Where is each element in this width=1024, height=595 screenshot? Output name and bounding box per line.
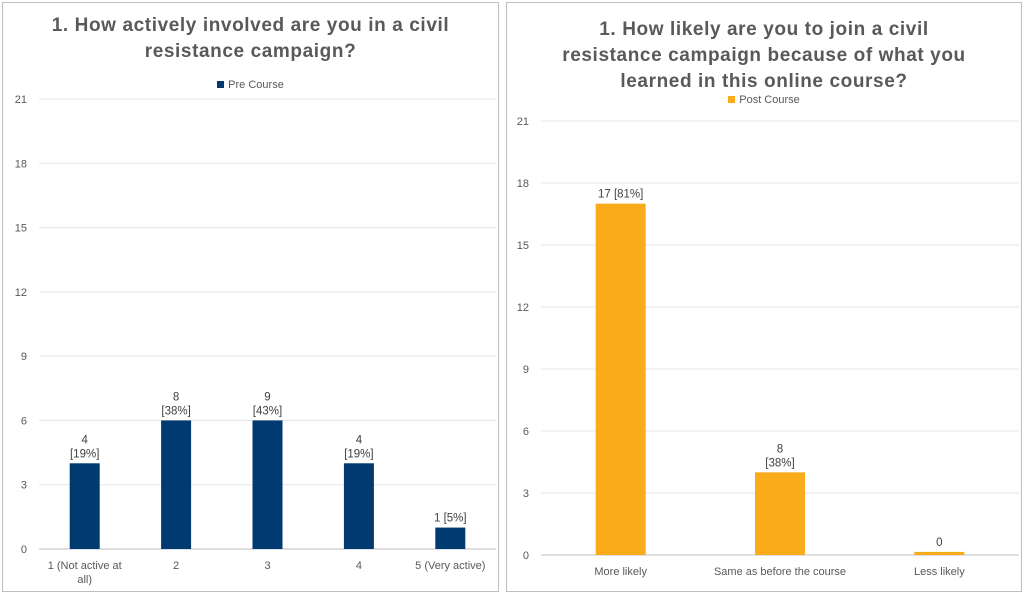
y-tick-label: 9 xyxy=(21,351,27,363)
y-tick-label: 18 xyxy=(15,158,27,170)
y-tick-label: 0 xyxy=(21,544,27,556)
data-label: [38%] xyxy=(765,457,794,469)
chart-legend: Post Course xyxy=(507,94,1021,106)
y-tick-label: 0 xyxy=(523,550,529,562)
x-tick-label: all) xyxy=(77,574,92,586)
y-tick-label: 6 xyxy=(523,426,529,438)
x-tick-label: 2 xyxy=(173,560,179,572)
chart-legend: Pre Course xyxy=(3,79,498,91)
bar xyxy=(161,420,192,549)
bar xyxy=(755,472,805,555)
data-label: 1 [5%] xyxy=(434,513,467,525)
bar xyxy=(914,551,965,555)
data-label: [19%] xyxy=(344,448,373,460)
legend-swatch xyxy=(728,96,736,103)
y-tick-label: 9 xyxy=(523,364,529,376)
chart-title-line: resistance campaign because of what you xyxy=(562,45,966,66)
data-label: [43%] xyxy=(253,405,282,417)
bar-chart-pre-course: 0 3 6 9 12 15 18 21 4 [19%] 1 (Not active at all) 8 [… xyxy=(15,94,496,586)
data-label: 0 xyxy=(936,537,942,549)
chart-title: 1. How likely are you to join a civil re… xyxy=(507,17,1021,95)
x-tick-label: 1 (Not active at xyxy=(48,560,122,572)
bar xyxy=(595,203,646,555)
y-tick-label: 15 xyxy=(15,223,27,235)
x-tick-label: Same as before the course xyxy=(714,566,846,578)
y-tick-label: 12 xyxy=(517,302,529,314)
x-tick-label: Less likely xyxy=(914,566,965,578)
data-label: 8 xyxy=(173,391,179,403)
chart-title-line: learned in this online course? xyxy=(620,71,908,92)
legend-label: Pre Course xyxy=(228,79,284,91)
legend-label: Post Course xyxy=(739,94,800,106)
chart-panel-post-course: 1. How likely are you to join a civil re… xyxy=(506,2,1022,592)
bar xyxy=(69,463,100,549)
y-tick-label: 12 xyxy=(15,287,27,299)
x-tick-label: 4 xyxy=(356,560,362,572)
data-label: 9 xyxy=(264,391,270,403)
bar-chart-post-course: 0 3 6 9 12 15 18 21 17 [81%] More likely 8 [38%] Sam… xyxy=(517,116,1019,578)
data-label: 17 [81%] xyxy=(598,189,643,201)
data-label: 4 xyxy=(356,434,363,446)
bar xyxy=(343,463,374,549)
chart-panel-pre-course: 1. How actively involved are you in a ci… xyxy=(2,2,499,592)
legend-swatch xyxy=(217,81,225,88)
bar xyxy=(252,420,283,549)
y-tick-label: 21 xyxy=(517,116,529,128)
data-label: [38%] xyxy=(161,405,190,417)
y-tick-label: 6 xyxy=(21,415,27,427)
chart-title-line: resistance campaign? xyxy=(144,41,357,62)
y-tick-label: 15 xyxy=(517,240,529,252)
chart-title-line: 1. How likely are you to join a civil xyxy=(599,19,929,40)
chart-title-line: 1. How actively involved are you in a ci… xyxy=(51,15,450,36)
y-tick-label: 3 xyxy=(21,480,27,492)
data-label: 8 xyxy=(777,443,783,455)
data-label: 4 xyxy=(81,434,88,446)
y-tick-label: 18 xyxy=(517,178,529,190)
y-tick-label: 3 xyxy=(523,488,529,500)
y-tick-label: 21 xyxy=(15,94,27,106)
x-tick-label: 3 xyxy=(264,560,270,572)
x-tick-label: 5 (Very active) xyxy=(415,560,485,572)
bar xyxy=(435,527,466,549)
chart-title: 1. How actively involved are you in a ci… xyxy=(3,13,498,65)
data-label: [19%] xyxy=(70,448,99,460)
x-tick-label: More likely xyxy=(594,566,647,578)
